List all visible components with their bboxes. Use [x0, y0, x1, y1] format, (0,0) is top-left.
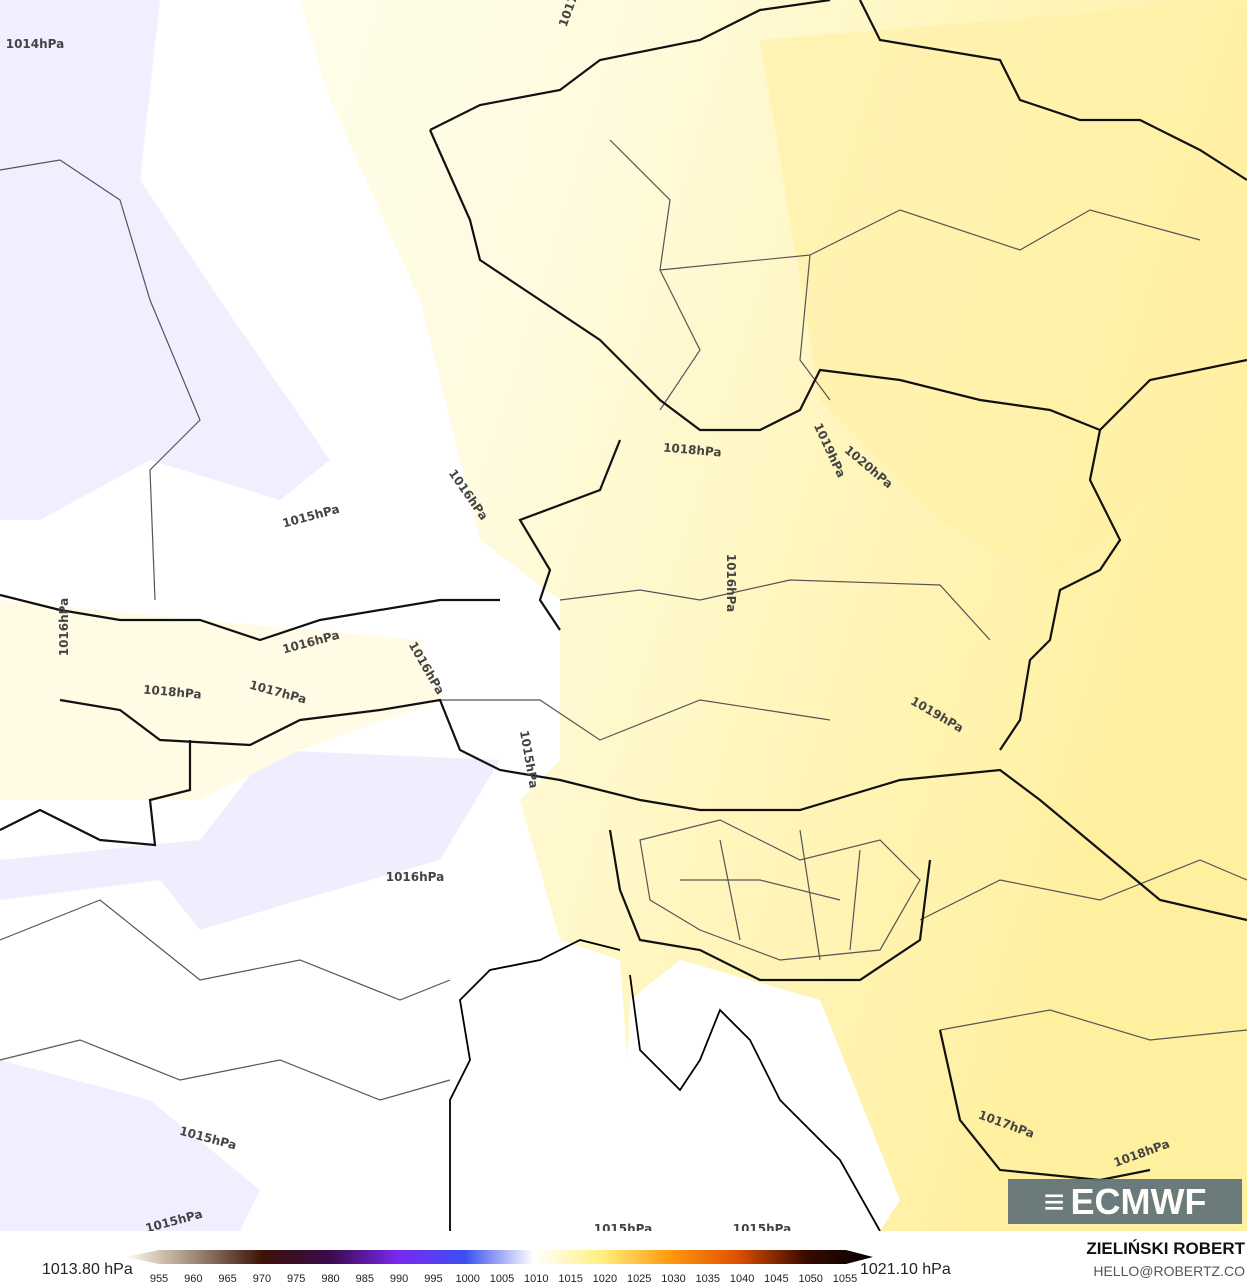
region-borders [0, 139, 1247, 1101]
min-pressure-label: 1013.80 hPa [42, 1261, 133, 1278]
low-pressure-region-southwest [0, 1060, 260, 1231]
colorbar-tick-label: 995 [424, 1273, 443, 1285]
isobar-label: 1018hPa [143, 682, 203, 701]
ecmwf-logo: ≡ ECMWF [1008, 1179, 1242, 1224]
colorbar-tick-label: 1035 [695, 1273, 721, 1285]
colorbar-tick-label: 1015 [558, 1273, 583, 1285]
isobar-label: 1016hPa [386, 870, 445, 884]
colorbar-tick-label: 1050 [798, 1273, 823, 1285]
isobar-label: 1015hPa [733, 1222, 792, 1231]
low-pressure-region-south [0, 750, 500, 930]
colorbar-tick-label: 960 [184, 1273, 203, 1285]
colorbar-tick-label: 1005 [489, 1273, 515, 1285]
isobar-label: 1018hPa [663, 440, 723, 459]
isobar-label: 1016hPa [724, 554, 738, 613]
max-pressure-label: 1021.10 hPa [860, 1261, 951, 1278]
colorbar-tick-label: 990 [389, 1273, 409, 1285]
colorbar-tick-label: 1055 [832, 1273, 858, 1285]
author-email: HELLO@ROBERTZ.CO [1093, 1263, 1245, 1279]
colorbar-tick-label: 1020 [592, 1273, 618, 1285]
high-pressure-north-east [760, 0, 1247, 580]
ecmwf-logo-icon: ≡ [1043, 1180, 1065, 1222]
low-pressure-region-west [0, 0, 330, 520]
colorbar-tick-label: 1045 [764, 1273, 789, 1285]
isobar-label: 1016hPa [57, 598, 71, 657]
colorbar-tick-label: 975 [287, 1273, 306, 1285]
colorbar-tick-label: 1030 [661, 1273, 686, 1285]
colorbar [126, 1250, 873, 1264]
ecmwf-logo-text: ECMWF [1070, 1180, 1207, 1222]
country-borders [0, 0, 1247, 1182]
high-pressure-alps [0, 600, 440, 800]
colorbar-tick-label: 1000 [455, 1273, 480, 1285]
colorbar-tick-label: 1025 [626, 1273, 652, 1285]
colorbar-tick-label: 1010 [524, 1273, 549, 1285]
colorbar-gradient [126, 1250, 873, 1264]
isobar-label: 1015hPa [594, 1222, 653, 1231]
coastline [449, 939, 881, 1231]
colorbar-tick-label: 970 [252, 1273, 272, 1285]
author-credit: ZIELIŃSKI ROBERT [1086, 1239, 1245, 1258]
colorbar-tick-label: 980 [321, 1273, 340, 1285]
isobar-label: 1014hPa [6, 37, 65, 51]
colorbar-tick-label: 985 [355, 1273, 374, 1285]
colorbar-tick-label: 1040 [729, 1273, 755, 1285]
colorbar-tick-label: 965 [218, 1273, 237, 1285]
colorbar-tick-label: 955 [149, 1273, 169, 1285]
adriatic-sea [620, 960, 900, 1231]
colorbar-legend: 1013.80 hPa 955 960 965 970 975 980 985 990 995 1… [0, 1231, 1247, 1287]
